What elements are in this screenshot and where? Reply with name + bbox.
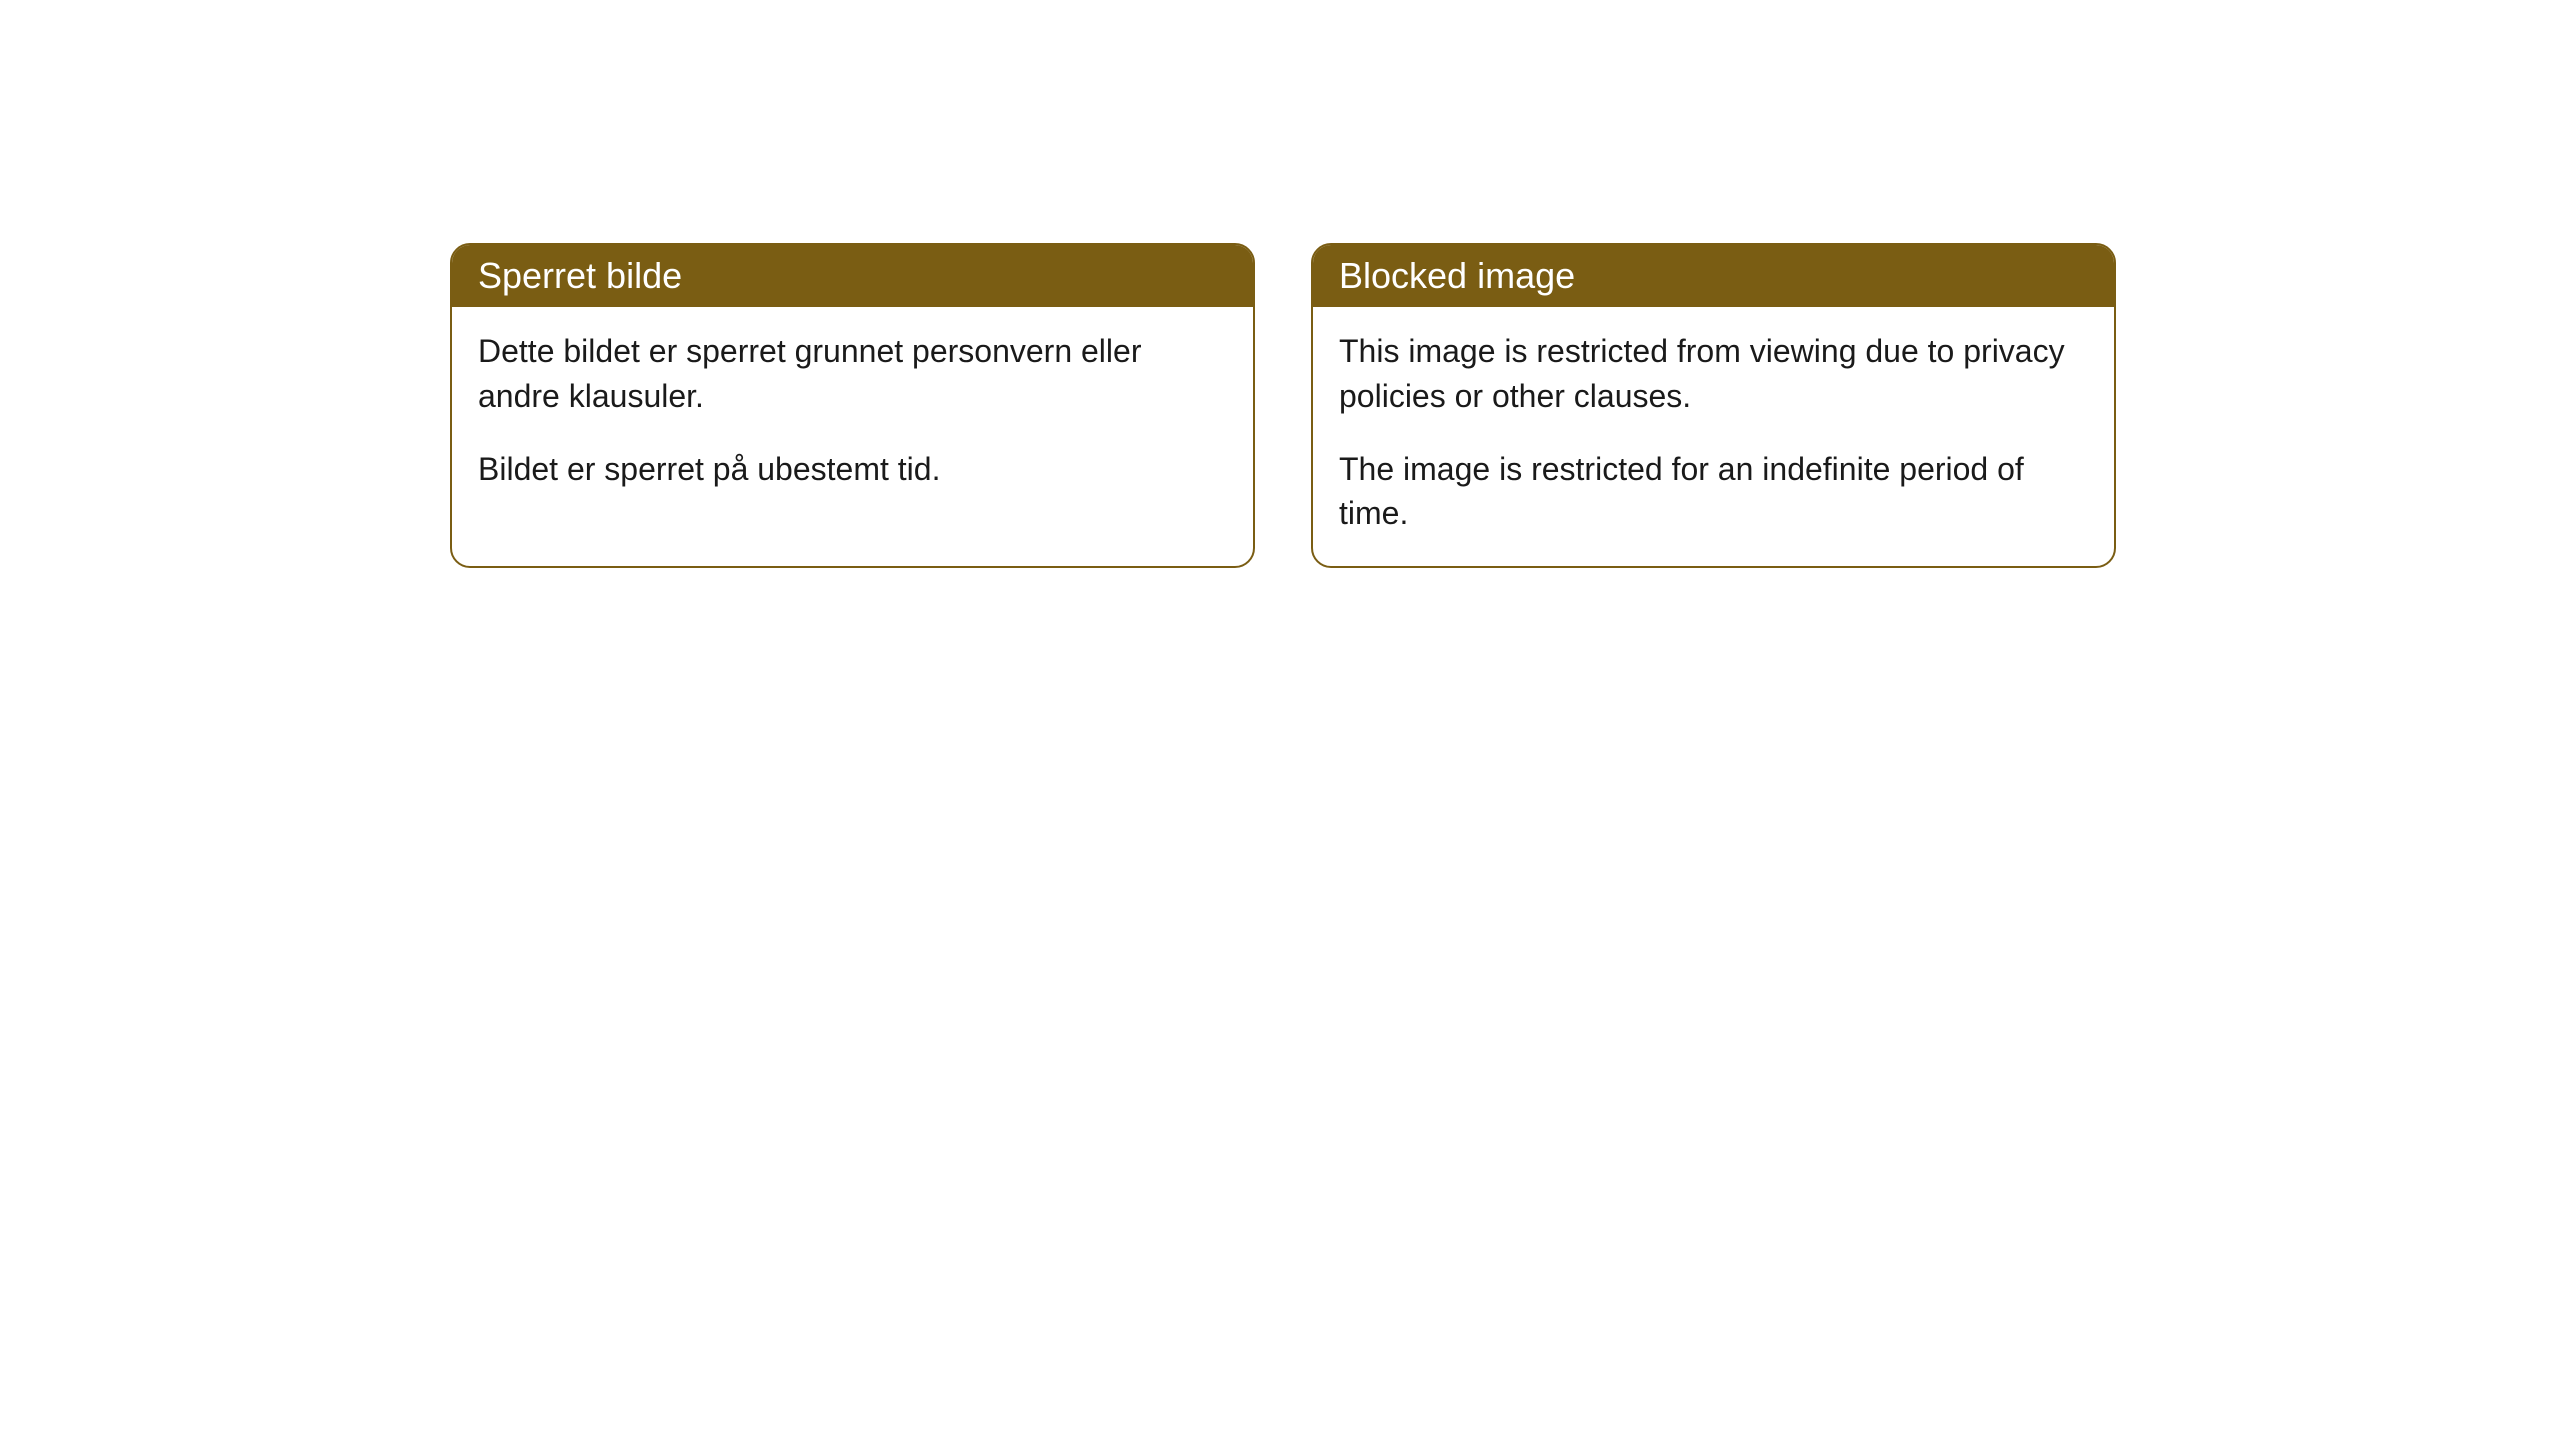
notice-title: Blocked image: [1339, 255, 1575, 296]
notice-body: This image is restricted from viewing du…: [1313, 307, 2114, 566]
notice-box-norwegian: Sperret bilde Dette bildet er sperret gr…: [450, 243, 1255, 568]
notice-paragraph: This image is restricted from viewing du…: [1339, 329, 2088, 419]
notice-paragraph: The image is restricted for an indefinit…: [1339, 447, 2088, 537]
notice-header: Blocked image: [1313, 245, 2114, 307]
notice-paragraph: Dette bildet er sperret grunnet personve…: [478, 329, 1227, 419]
notice-box-english: Blocked image This image is restricted f…: [1311, 243, 2116, 568]
notice-body: Dette bildet er sperret grunnet personve…: [452, 307, 1253, 521]
notice-paragraph: Bildet er sperret på ubestemt tid.: [478, 447, 1227, 492]
notice-title: Sperret bilde: [478, 255, 682, 296]
notices-container: Sperret bilde Dette bildet er sperret gr…: [450, 243, 2116, 568]
notice-header: Sperret bilde: [452, 245, 1253, 307]
